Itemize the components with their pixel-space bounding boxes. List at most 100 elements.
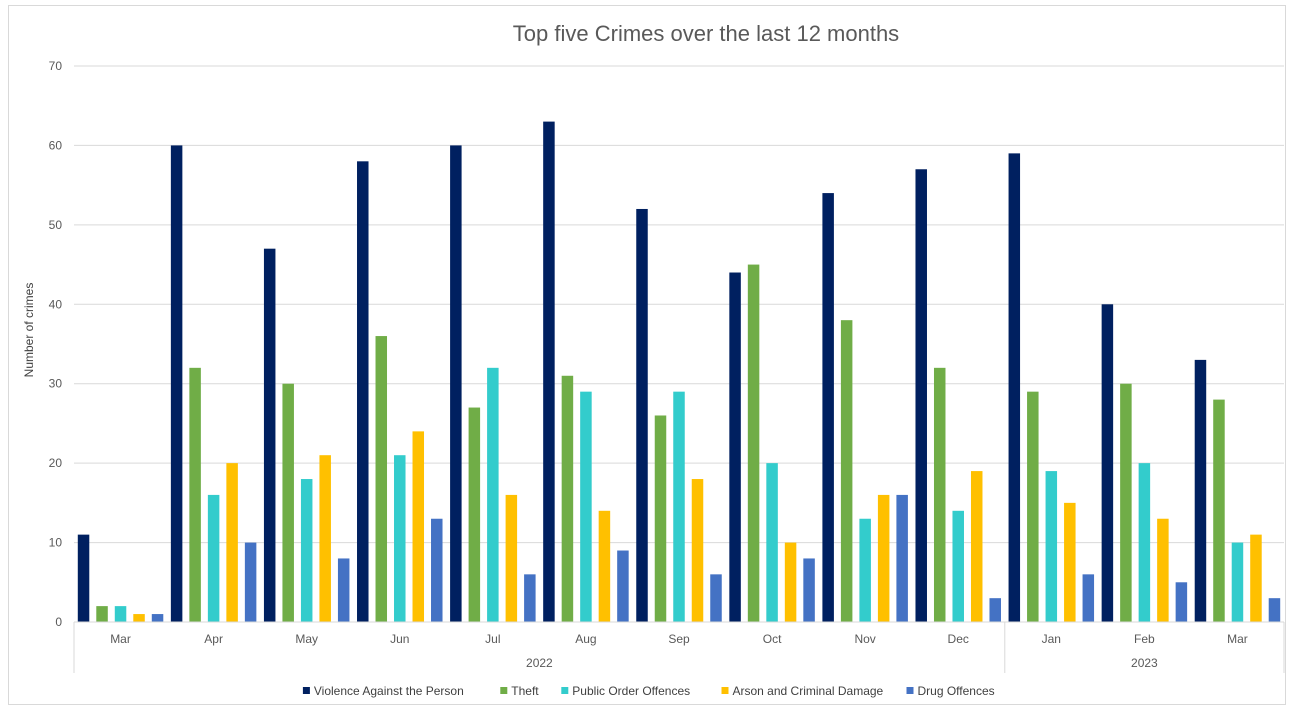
legend-swatch (721, 687, 729, 694)
y-tick-label: 0 (55, 615, 62, 629)
x-group-label: 2023 (1131, 656, 1158, 670)
y-tick-label: 60 (49, 138, 63, 152)
bar (784, 542, 797, 622)
bar (1064, 502, 1076, 622)
bar (1045, 471, 1058, 622)
bar (859, 518, 871, 622)
bar (580, 391, 592, 622)
x-tick-label: May (295, 632, 318, 646)
bar (151, 614, 164, 622)
bar (989, 598, 1001, 622)
bar (319, 455, 331, 622)
bar (394, 455, 406, 622)
x-group-label: 2022 (526, 656, 553, 670)
bar (170, 145, 183, 622)
bar (114, 606, 127, 622)
legend-swatch (906, 687, 914, 694)
bar (1231, 542, 1244, 622)
x-axis: Mar Apr May Jun Jul Aug Sep Oct Nov Dec Jan Feb Mar 2… (73, 621, 1285, 673)
bar (487, 367, 499, 622)
bar (1250, 534, 1262, 622)
x-tick-label: Jun (390, 632, 409, 646)
x-tick-label: Jan (1042, 632, 1061, 646)
x-tick-label: Dec (948, 632, 969, 646)
bar (1027, 391, 1039, 622)
bar (412, 431, 425, 622)
bar (691, 479, 704, 622)
y-axis-ticks: 0 10 20 30 40 50 60 70 (49, 59, 63, 629)
bar (300, 479, 313, 622)
legend-swatch (302, 687, 310, 694)
bar (1120, 383, 1132, 622)
bar (617, 550, 629, 622)
bar (189, 367, 201, 622)
bar (766, 463, 778, 622)
y-axis-title: Number of crimes (22, 283, 36, 378)
x-tick-label: Mar (1227, 632, 1248, 646)
bar (1175, 582, 1188, 622)
bar (654, 415, 667, 622)
bar (915, 169, 927, 622)
y-tick-label: 70 (49, 59, 63, 73)
legend-swatch (561, 687, 569, 694)
y-tick-label: 10 (49, 536, 63, 550)
bar (822, 193, 834, 623)
bar (357, 161, 369, 623)
x-tick-label: Sep (668, 632, 690, 646)
bar (282, 383, 294, 622)
legend-label: Drug Offences (918, 684, 995, 698)
bar (673, 391, 685, 622)
chart-title: Top five Crimes over the last 12 months (513, 21, 899, 46)
x-tick-label: Mar (110, 632, 131, 646)
bar (207, 494, 220, 622)
y-tick-label: 40 (49, 297, 63, 311)
bar (468, 407, 481, 622)
bar (729, 272, 741, 622)
bar (1268, 598, 1281, 622)
bar (636, 208, 648, 622)
bar (337, 558, 350, 622)
bar (933, 367, 946, 622)
legend-swatch (500, 687, 508, 694)
bar (1082, 574, 1095, 622)
bar (77, 534, 90, 622)
bar (244, 542, 257, 622)
legend-label: Theft (511, 684, 539, 698)
bar (505, 494, 518, 622)
bars (77, 121, 1281, 623)
bar (1213, 399, 1225, 622)
bar (747, 264, 760, 622)
bar (1101, 304, 1114, 622)
bar (710, 574, 722, 622)
bar (1008, 153, 1021, 622)
x-tick-label: Aug (575, 632, 596, 646)
y-tick-label: 30 (49, 377, 63, 391)
bar (450, 145, 462, 622)
bar (561, 375, 574, 622)
x-tick-label: Nov (854, 632, 875, 646)
bar (840, 320, 853, 622)
bar (970, 471, 983, 622)
bar (226, 463, 238, 622)
legend-label: Public Order Offences (572, 684, 690, 698)
y-tick-label: 50 (49, 218, 63, 232)
y-tick-label: 20 (49, 456, 63, 470)
legend-label: Arson and Criminal Damage (733, 684, 884, 698)
x-tick-label: Oct (763, 632, 782, 646)
x-tick-label: Apr (204, 632, 223, 646)
x-tick-label: Feb (1134, 632, 1155, 646)
bar (877, 494, 890, 622)
bar (543, 121, 555, 622)
bar (263, 248, 276, 622)
bar (524, 574, 536, 622)
legend-label: Violence Against the Person (314, 684, 464, 698)
bar (375, 336, 388, 622)
bar (803, 558, 815, 622)
bar (598, 510, 611, 622)
bar (96, 606, 108, 622)
legend: Violence Against the Person Theft Public O… (302, 684, 995, 698)
x-tick-label: Jul (485, 632, 500, 646)
bar (431, 518, 443, 622)
bar (896, 494, 908, 622)
